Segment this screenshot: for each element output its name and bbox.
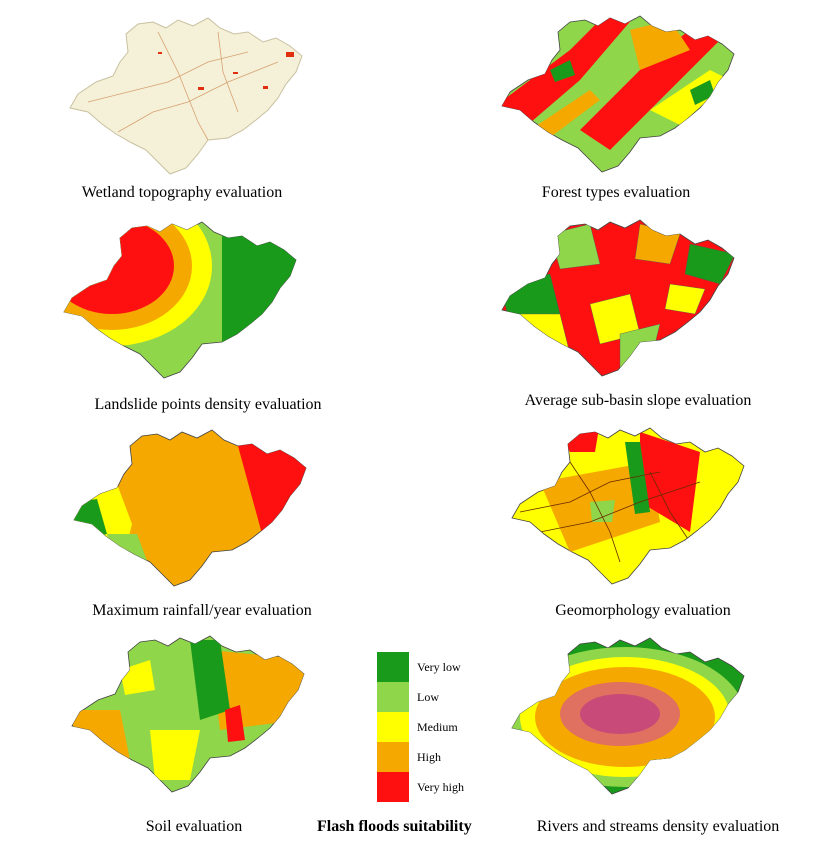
legend-label: Very high	[417, 780, 464, 794]
legend-item-high: High	[377, 742, 497, 772]
legend-title: Flash floods suitability	[317, 818, 472, 835]
caption-soil: Soil evaluation	[145, 818, 243, 835]
map-forest	[490, 10, 750, 180]
legend-item-very-low: Very low	[377, 652, 497, 682]
caption-wetland: Wetland topography evaluation	[81, 184, 283, 201]
legend-item-very-high: Very high	[377, 772, 497, 802]
caption-landslide: Landslide points density evaluation	[94, 396, 322, 413]
legend-item-medium: Medium	[377, 712, 497, 742]
caption-rivers: Rivers and streams density evaluation	[536, 818, 780, 835]
legend-swatch	[377, 742, 409, 772]
legend-label: Medium	[417, 720, 458, 734]
legend-swatch	[377, 772, 409, 802]
caption-geomorph: Geomorphology evaluation	[555, 602, 731, 619]
legend-label: Very low	[417, 660, 461, 674]
map-rainfall	[62, 424, 322, 594]
map-rivers	[500, 632, 760, 802]
caption-forest: Forest types evaluation	[541, 184, 691, 201]
map-soil	[60, 630, 320, 800]
caption-rainfall: Maximum rainfall/year evaluation	[92, 602, 312, 619]
legend-swatch	[377, 712, 409, 742]
map-geomorph	[500, 422, 760, 592]
map-slope	[490, 214, 750, 384]
map-landslide	[52, 216, 312, 386]
caption-slope: Average sub-basin slope evaluation	[524, 392, 752, 409]
legend-label: High	[417, 750, 441, 764]
legend-swatch	[377, 652, 409, 682]
legend-swatch	[377, 682, 409, 712]
legend-label: Low	[417, 690, 439, 704]
legend-item-low: Low	[377, 682, 497, 712]
map-wetland	[58, 12, 318, 182]
